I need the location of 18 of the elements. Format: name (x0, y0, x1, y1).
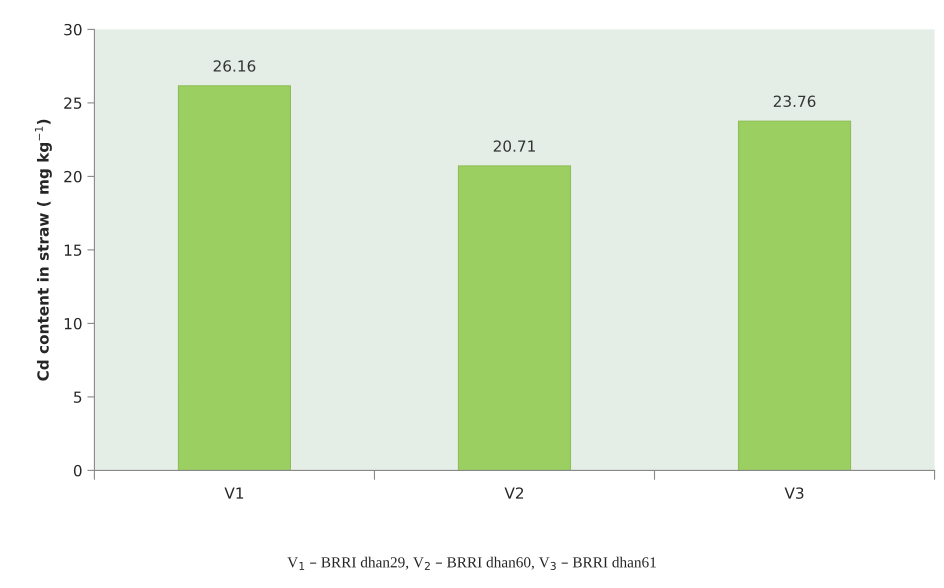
x-tick-label: V1 (224, 488, 244, 499)
y-tick-label: 0 (74, 464, 82, 476)
y-tick-label: 30 (64, 24, 82, 36)
x-tick-label: V2 (504, 487, 524, 499)
data-label: 26.16 (214, 60, 256, 72)
bar (178, 85, 291, 470)
data-label: 20.71 (494, 140, 535, 152)
y-tick-label: 15 (64, 244, 82, 256)
y-axis-title: Cd content in straw ( mg kg$^{−1}$) (34, 120, 52, 381)
data-label: 23.76 (774, 96, 816, 108)
y-tick-label: 25 (64, 97, 82, 109)
y-tick-label: 10 (64, 318, 82, 330)
x-tick-label: V3 (784, 487, 804, 499)
y-tick-label: 5 (74, 392, 82, 403)
text: V$_{1}$ – BRRI dhan29, V$_{2}$ – BRRI dhan60, V$_{3}$ – BRRI dhan61 (287, 556, 656, 570)
bar (458, 165, 572, 470)
y-tick-label: 20 (64, 170, 82, 182)
bar (738, 120, 852, 470)
